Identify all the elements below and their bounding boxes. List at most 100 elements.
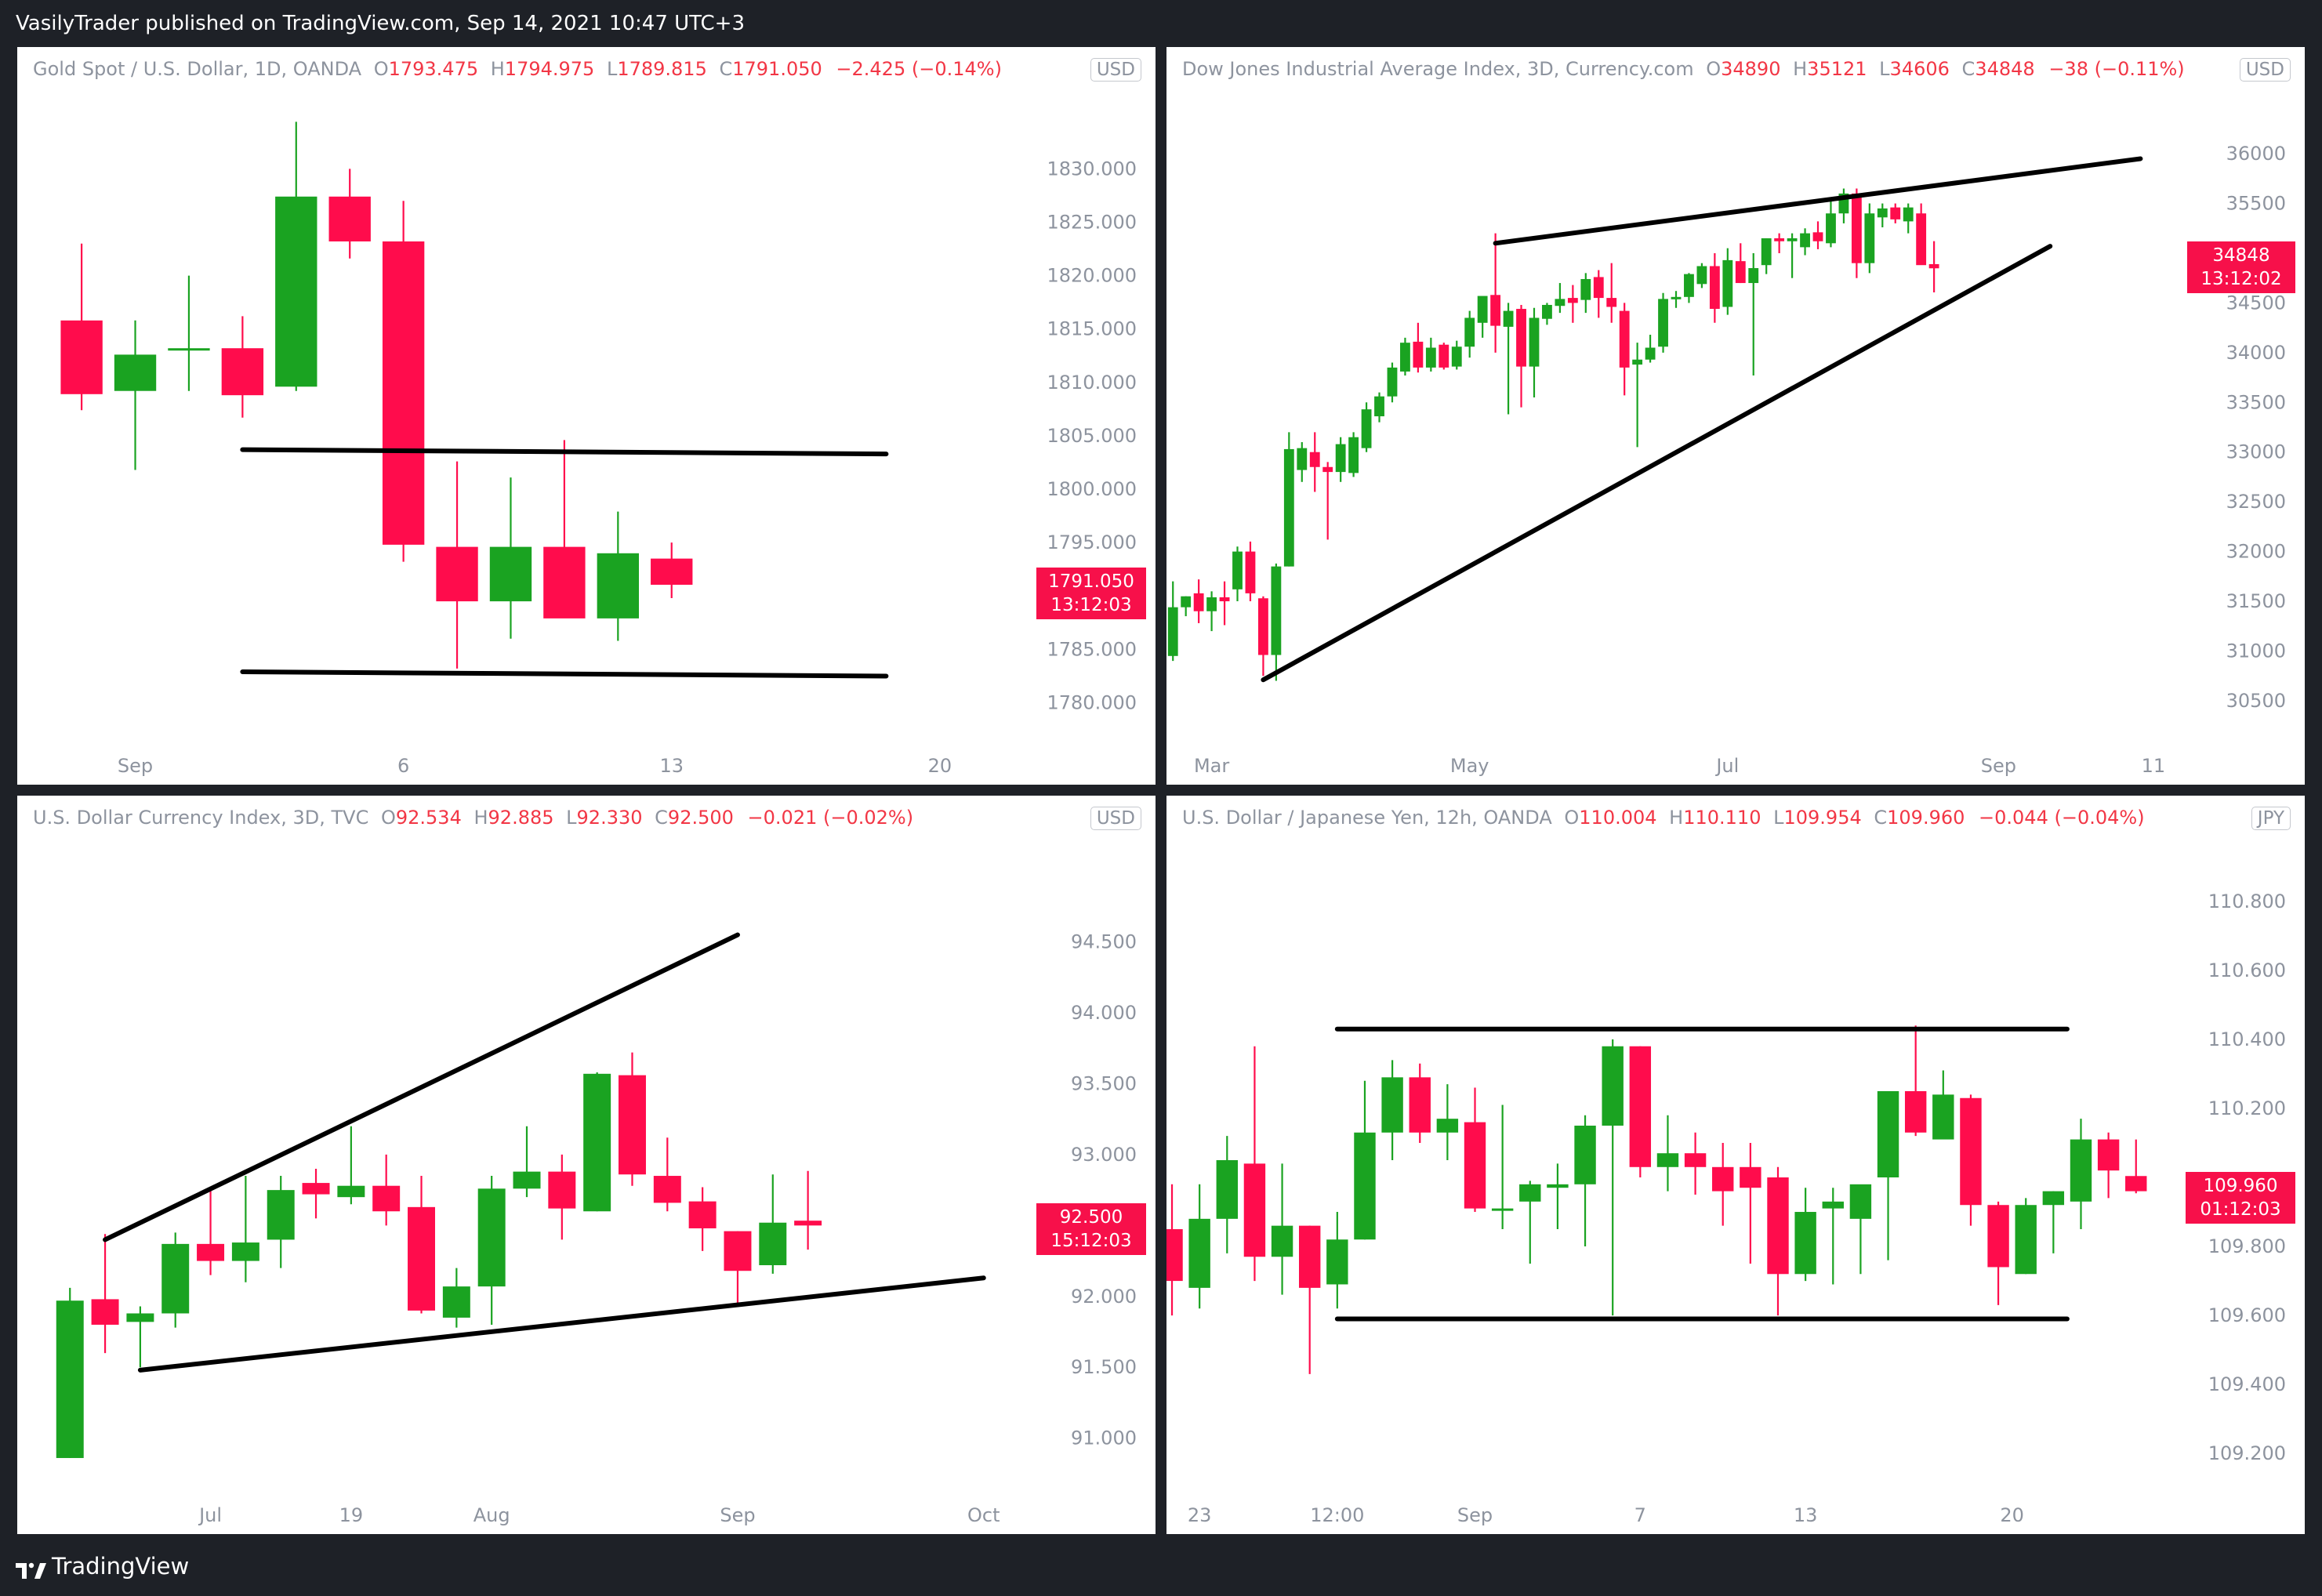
candle-body bbox=[1696, 266, 1707, 285]
trendline bbox=[137, 1275, 986, 1373]
chart-panel-dxy[interactable]: 91.000 91.500 92.000 93.000 93.500 94.000 94.5… bbox=[17, 796, 1156, 1534]
candle-body bbox=[1822, 1201, 1844, 1209]
candle-body bbox=[1166, 1229, 1183, 1282]
candle-body bbox=[442, 1286, 470, 1318]
candle-body bbox=[2125, 1176, 2147, 1192]
x-tick-label: 12:00 bbox=[1310, 1504, 1364, 1526]
y-tick-label: 36000 bbox=[2226, 143, 2286, 165]
candle-body bbox=[1464, 1122, 1486, 1209]
candle-body bbox=[1436, 1119, 1459, 1133]
x-tick-label: Sep bbox=[720, 1504, 755, 1526]
x-tick-label: 7 bbox=[1634, 1504, 1646, 1526]
candle-body bbox=[1851, 193, 1862, 263]
candle-body bbox=[489, 546, 532, 602]
candle-body bbox=[1606, 298, 1617, 307]
candle-body bbox=[1400, 343, 1410, 372]
x-tick-label: 6 bbox=[397, 755, 409, 777]
x-tick-label: May bbox=[1450, 755, 1489, 777]
x-tick-label: Aug bbox=[473, 1504, 510, 1526]
y-tick-label: 32000 bbox=[2226, 541, 2286, 563]
candle-body bbox=[1767, 1177, 1789, 1275]
candle-body bbox=[1322, 466, 1333, 473]
candle-body bbox=[1722, 259, 1733, 307]
symbol-title: Dow Jones Industrial Average Index, 3D, … bbox=[1182, 58, 1694, 80]
y-tick-label: 110.600 bbox=[2208, 959, 2286, 981]
x-tick-label: 19 bbox=[339, 1504, 364, 1526]
candle-body bbox=[1167, 607, 1178, 656]
candle-body bbox=[543, 546, 586, 618]
y-tick-label: 1795.000 bbox=[1047, 531, 1137, 553]
chart-svg-gold[interactable]: 1780.000 1785.000 1795.000 1800.000 1805.000… bbox=[17, 47, 1156, 785]
candle-body bbox=[1632, 359, 1643, 365]
candle-body bbox=[1181, 596, 1192, 608]
candle-body bbox=[2097, 1139, 2120, 1171]
y-tick-label: 34500 bbox=[2226, 292, 2286, 314]
candle-body bbox=[1709, 266, 1720, 310]
currency-button[interactable]: USD bbox=[1090, 58, 1141, 82]
symbol-title: Gold Spot / U.S. Dollar, 1D, OANDA bbox=[33, 58, 362, 80]
candle-body bbox=[1188, 1218, 1210, 1288]
candle-body bbox=[1348, 437, 1359, 473]
candle-body bbox=[1658, 299, 1668, 347]
chart-panel-usdjpy[interactable]: 109.200 109.400 109.600 109.800 110.200 110.4… bbox=[1166, 796, 2305, 1534]
candle-body bbox=[477, 1188, 506, 1287]
currency-button[interactable]: USD bbox=[1090, 807, 1141, 830]
candle-body bbox=[1529, 317, 1540, 367]
candle-body bbox=[1987, 1205, 2009, 1268]
last-price-label: 92.500 15:12:03 bbox=[1036, 1203, 1146, 1255]
candle-body bbox=[1491, 1208, 1514, 1211]
candle-body bbox=[1542, 304, 1552, 319]
y-tick-label: 1825.000 bbox=[1047, 211, 1137, 233]
chart-svg-dxy[interactable]: 91.000 91.500 92.000 93.000 93.500 94.000 94.5… bbox=[17, 796, 1156, 1534]
candle-body bbox=[548, 1171, 576, 1209]
y-tick-label: 30500 bbox=[2226, 690, 2286, 712]
x-tick-label: 13 bbox=[1794, 1504, 1818, 1526]
candle-body bbox=[1335, 444, 1346, 473]
x-tick-label: Sep bbox=[118, 755, 153, 777]
candle-body bbox=[1477, 296, 1488, 323]
currency-button[interactable]: JPY bbox=[2251, 807, 2291, 830]
candle-body bbox=[231, 1242, 259, 1261]
chart-panel-gold[interactable]: 1780.000 1785.000 1795.000 1800.000 1805.000… bbox=[17, 47, 1156, 785]
candle-body bbox=[1503, 310, 1514, 327]
footer-brand[interactable]: TradingView bbox=[16, 1551, 189, 1582]
chart-svg-usdjpy[interactable]: 109.200 109.400 109.600 109.800 110.200 110.4… bbox=[1166, 796, 2305, 1534]
candle-body bbox=[1877, 208, 1888, 218]
chart-panel-dow[interactable]: 30500 31000 31500 32000 32500 33000 33500 34000… bbox=[1166, 47, 2305, 785]
candle-body bbox=[328, 196, 371, 241]
candle-body bbox=[372, 1185, 401, 1212]
candle-body bbox=[408, 1206, 435, 1311]
x-tick-label: Mar bbox=[1194, 755, 1229, 777]
candle-body bbox=[337, 1185, 365, 1198]
y-tick-label: 91.000 bbox=[1071, 1427, 1137, 1449]
candle-body bbox=[221, 348, 264, 396]
y-tick-label: 1815.000 bbox=[1047, 318, 1137, 340]
change-value: −2.425 (−0.14%) bbox=[836, 58, 1002, 80]
candle-body bbox=[1629, 1046, 1652, 1167]
y-tick-label: 1780.000 bbox=[1047, 692, 1137, 714]
candle-body bbox=[267, 1190, 295, 1240]
candle-body bbox=[168, 348, 210, 351]
candle-body bbox=[1374, 396, 1384, 417]
candle-body bbox=[1361, 409, 1372, 448]
y-tick-label: 1805.000 bbox=[1047, 425, 1137, 447]
candle-body bbox=[1555, 299, 1566, 307]
candle-body bbox=[1890, 207, 1901, 219]
change-value: −38 (−0.11%) bbox=[2048, 58, 2185, 80]
y-tick-label: 91.500 bbox=[1071, 1356, 1137, 1378]
candle-body bbox=[583, 1073, 611, 1212]
candle-body bbox=[1219, 597, 1230, 602]
candle-body bbox=[1519, 1184, 1541, 1202]
y-tick-label: 33000 bbox=[2226, 441, 2286, 463]
candle-body bbox=[619, 1075, 646, 1175]
candle-body bbox=[1193, 593, 1204, 611]
y-tick-label: 1820.000 bbox=[1047, 265, 1137, 287]
candle-body bbox=[1800, 233, 1810, 248]
currency-button[interactable]: USD bbox=[2239, 58, 2291, 82]
candle-body bbox=[688, 1201, 717, 1228]
x-tick-label: 20 bbox=[928, 755, 952, 777]
candle-body bbox=[1903, 207, 1914, 222]
trendline bbox=[240, 447, 889, 457]
y-tick-label: 92.000 bbox=[1071, 1286, 1137, 1308]
chart-svg-dow[interactable]: 30500 31000 31500 32000 32500 33000 33500 34000… bbox=[1166, 47, 2305, 785]
